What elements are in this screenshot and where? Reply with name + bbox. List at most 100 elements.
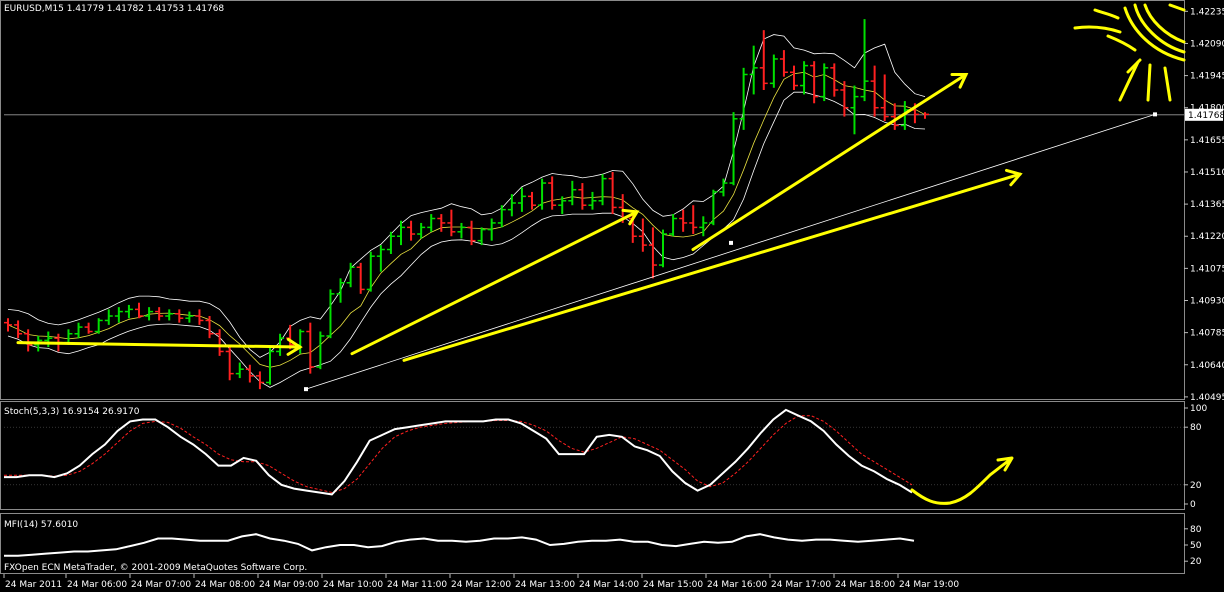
ohlc-bar	[245, 364, 254, 383]
stochastic-arrow-doodle	[910, 456, 1014, 505]
current-price-badge	[1185, 108, 1223, 121]
stoch-tick-label: 0	[1190, 500, 1196, 510]
panel-frames	[0, 0, 1185, 574]
ohlc-bar	[729, 112, 738, 186]
ohlc-bar	[638, 218, 647, 252]
ohlc-bar	[578, 183, 587, 210]
yellow-trendline	[402, 172, 1022, 362]
price-tick-label: 1.41945	[1190, 72, 1224, 82]
chart-title: EURUSD,M15 1.41779 1.41782 1.41753 1.417…	[4, 4, 224, 14]
time-tick-label: 24 Mar 18:00	[835, 580, 895, 590]
price-tick-label: 1.40640	[1190, 361, 1224, 371]
ohlc-bar	[487, 218, 496, 241]
ohlc-bar	[558, 196, 567, 215]
ohlc-bar	[457, 222, 466, 239]
time-axis: 24 Mar 2011 24 Mar 06:00 24 Mar 07:00 24 Ma…	[3, 574, 959, 590]
ohlc-bar	[417, 222, 426, 239]
ohlc-bar	[608, 171, 617, 215]
price-tick-label: 1.41655	[1190, 136, 1224, 146]
ohlc-bar	[830, 63, 839, 97]
time-tick-label: 24 Mar 07:00	[131, 580, 191, 590]
ohlc-bar	[94, 318, 103, 334]
ohlc-bar	[346, 262, 355, 288]
time-tick-label: 24 Mar 12:00	[451, 580, 511, 590]
ohlc-bar	[689, 205, 698, 235]
ohlc-bar	[124, 304, 133, 319]
price-tick-label: 1.42235	[1190, 7, 1224, 17]
yellow-trendline	[691, 72, 968, 252]
stochastic-lines	[4, 408, 913, 496]
candlestick-bars	[4, 19, 929, 390]
time-tick-label: 24 Mar 14:00	[579, 580, 639, 590]
ohlc-bar	[4, 318, 12, 332]
ohlc-bar	[195, 309, 204, 325]
ohlc-bar	[326, 289, 335, 339]
ohlc-bar	[215, 329, 224, 356]
ohlc-bar	[598, 174, 607, 206]
ohlc-bar	[800, 61, 809, 95]
ohlc-bar	[145, 307, 154, 321]
ohlc-bar	[235, 362, 244, 379]
ohlc-bar	[699, 216, 708, 237]
ohlc-bar	[336, 278, 345, 303]
sun-doodle-icon	[1073, 3, 1186, 102]
ohlc-bar	[306, 322, 315, 374]
ohlc-bar	[568, 180, 577, 206]
ohlc-bar	[659, 229, 667, 268]
ohlc-bar	[225, 347, 234, 381]
ohlc-bar	[356, 262, 365, 294]
price-panel: 1.42235 1.42090 1.41945 1.41800 1.41655 1.415…	[4, 3, 1224, 403]
mfi-tick-label: 50	[1190, 541, 1202, 551]
ohlc-bar	[185, 311, 194, 323]
ohlc-bar	[890, 103, 899, 130]
mfi-tick-label: 20	[1190, 557, 1202, 567]
ohlc-bar	[114, 307, 123, 323]
ohlc-bar	[648, 227, 657, 279]
ohlc-bar	[669, 214, 678, 237]
trendline-arrowhead	[1005, 168, 1023, 187]
ohlc-bar	[840, 81, 849, 117]
ohlc-bar	[24, 329, 33, 352]
ohlc-bar	[924, 112, 929, 119]
yellow-trendline	[350, 210, 639, 356]
trendline-arrowhead	[621, 208, 640, 226]
mfi-tick-label: 80	[1190, 525, 1202, 535]
mfi-y-axis: 80 50 20	[1184, 525, 1202, 567]
ohlc-bar	[538, 178, 547, 210]
ohlc-bar	[517, 187, 526, 212]
ohlc-bar	[427, 214, 436, 232]
trendline-anchor	[304, 387, 308, 392]
time-tick-label: 24 Mar 16:00	[707, 580, 767, 590]
ohlc-bar	[316, 331, 325, 370]
price-tick-label: 1.42090	[1190, 39, 1224, 49]
stochastic-panel: 100 80 20 0 Stoch(5,3,3) 16.9154 26.9170	[4, 404, 1207, 510]
ohlc-bar	[497, 205, 506, 228]
ohlc-bar	[376, 245, 385, 272]
ohlc-bar	[437, 214, 446, 232]
ohlc-bar	[477, 227, 486, 246]
time-tick-label: 24 Mar 08:00	[195, 580, 255, 590]
stoch-tick-label: 100	[1190, 404, 1207, 414]
trendline-arrowhead	[286, 337, 303, 356]
ohlc-bar	[779, 50, 788, 77]
yellow-trendline	[16, 341, 302, 349]
ohlc-bar	[205, 316, 214, 339]
time-tick-label: 24 Mar 06:00	[67, 580, 127, 590]
price-y-axis: 1.42235 1.42090 1.41945 1.41800 1.41655 1.415…	[4, 7, 1224, 403]
ohlc-bar	[588, 191, 597, 210]
ohlc-bar	[769, 54, 778, 88]
ohlc-bar	[397, 220, 405, 246]
ohlc-bar	[719, 178, 728, 197]
price-tick-label: 1.40930	[1190, 297, 1224, 307]
ohlc-bar	[165, 309, 174, 321]
stochastic-label: Stoch(5,3,3) 16.9154 26.9170	[4, 407, 140, 417]
time-tick-label: 24 Mar 09:00	[259, 580, 319, 590]
ohlc-bar	[266, 347, 274, 385]
ohlc-bar	[407, 220, 416, 241]
ohlc-bar	[447, 209, 456, 237]
copyright-text: FXOpen ECN MetaTrader, © 2001-2009 MetaQ…	[4, 563, 307, 573]
ohlc-bar	[548, 176, 557, 210]
ohlc-bar	[820, 63, 829, 102]
ohlc-bar	[880, 74, 889, 122]
price-tick-label: 1.40495	[1190, 393, 1224, 403]
